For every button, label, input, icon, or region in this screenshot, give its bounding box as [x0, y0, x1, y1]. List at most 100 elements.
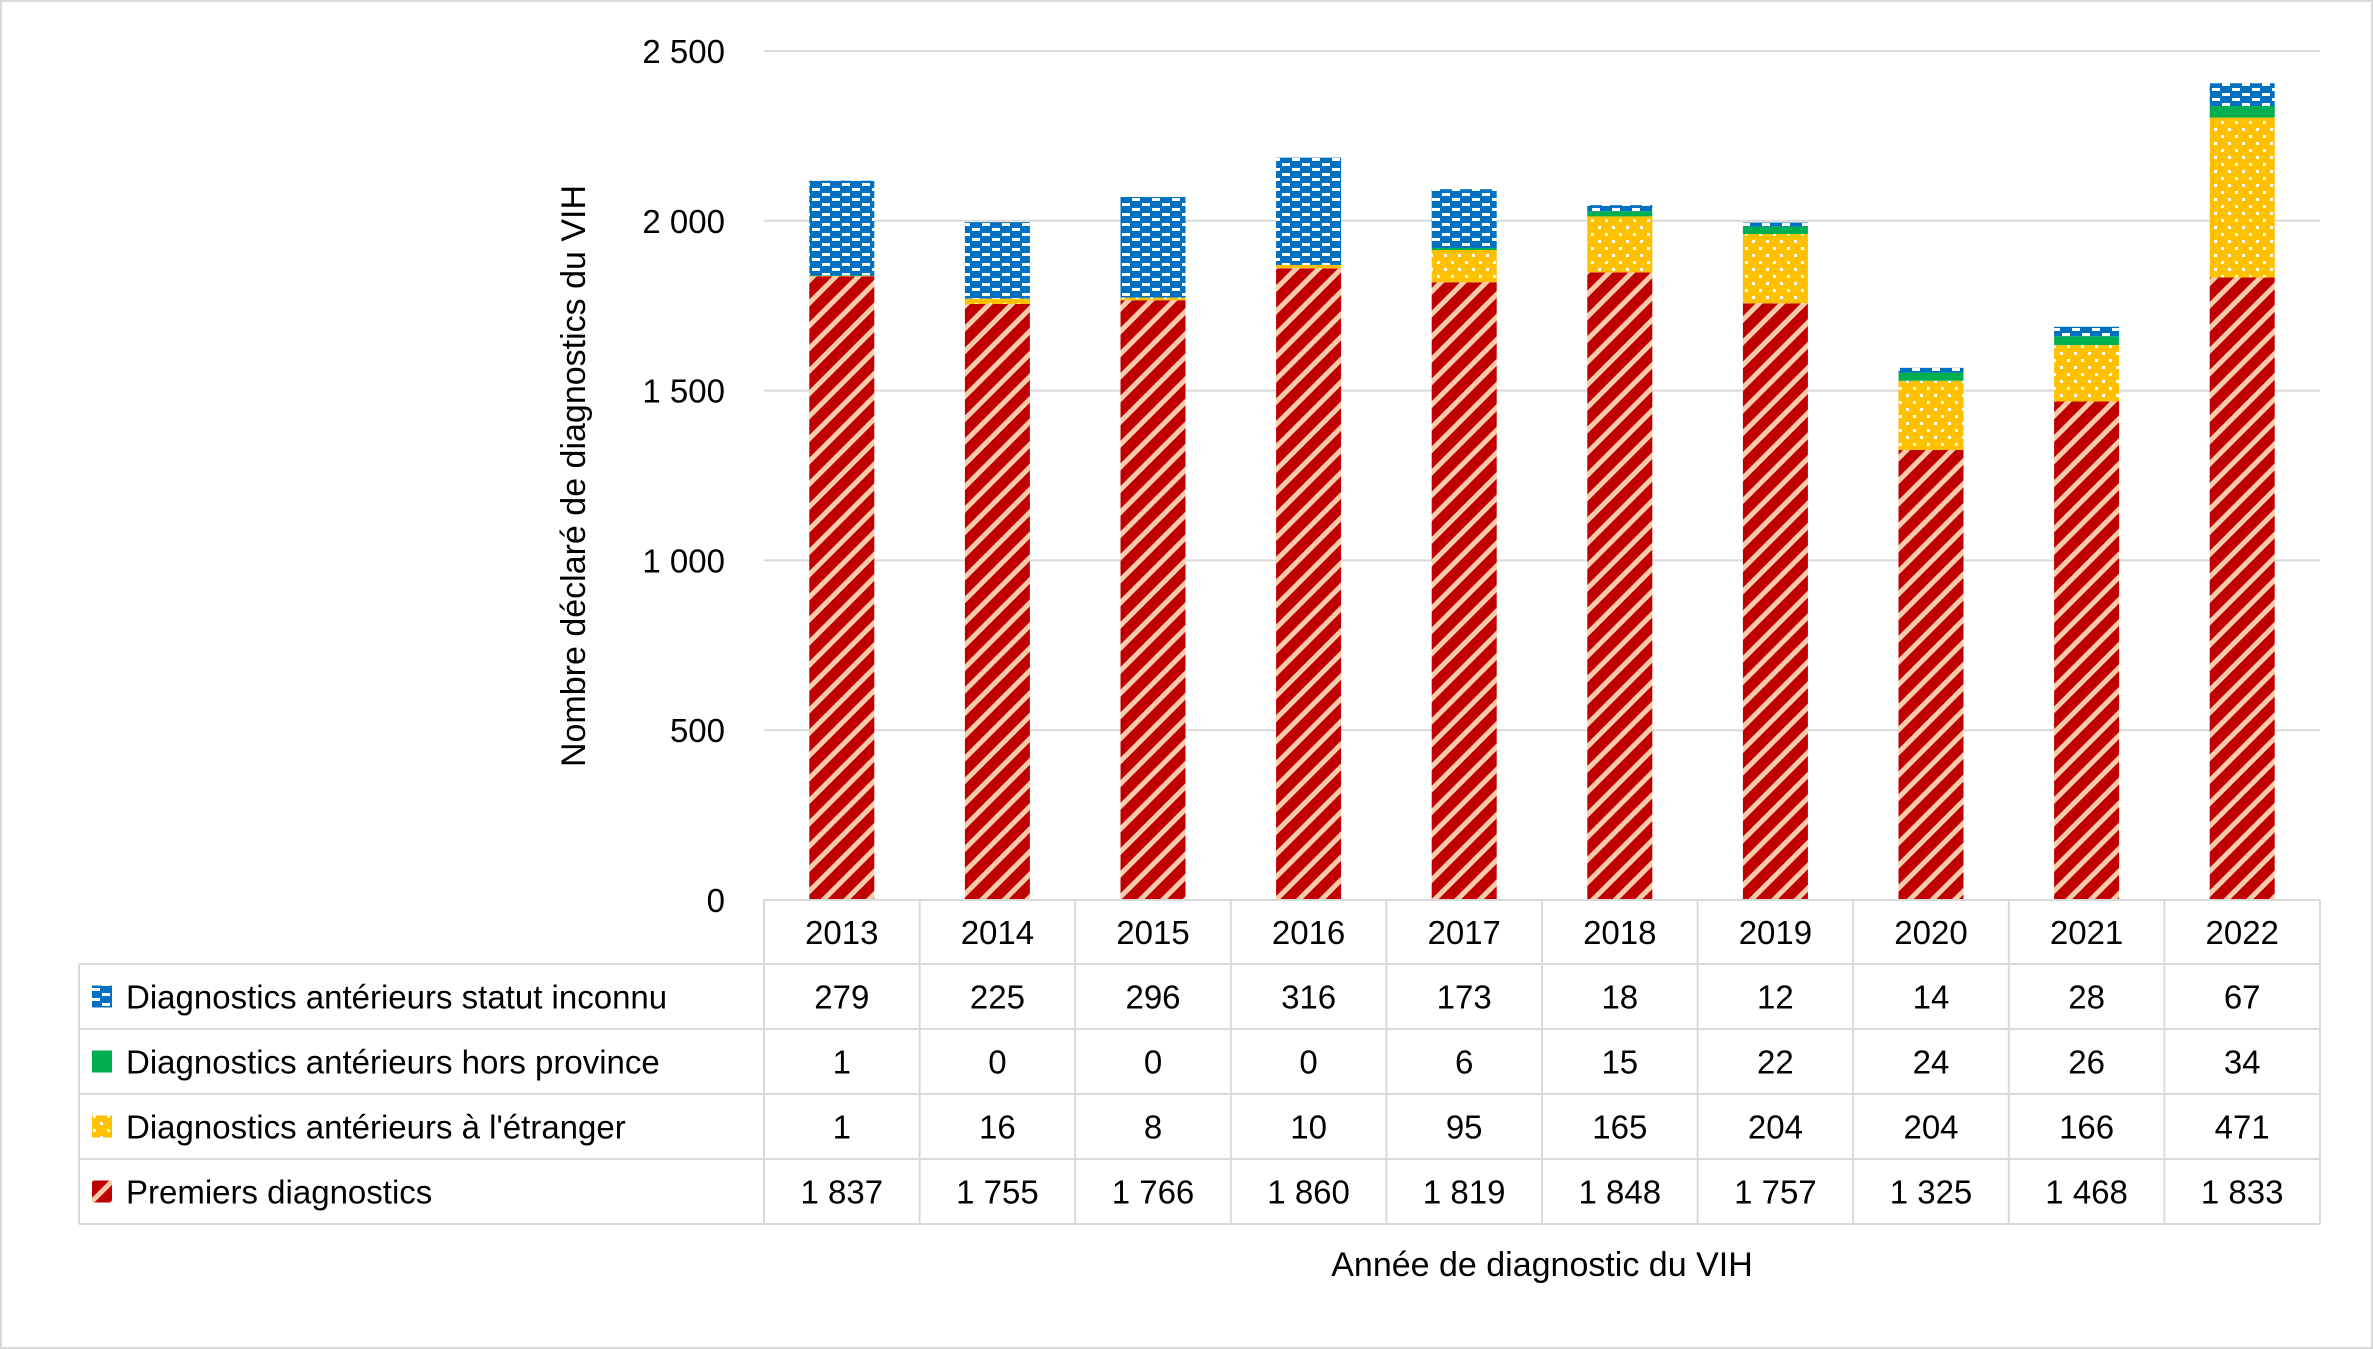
bar-segment: [1898, 380, 1964, 451]
table-cell-value: 1: [833, 1109, 851, 1146]
table-cell-value: 28: [2068, 979, 2105, 1016]
legend-key-icon: [92, 1180, 112, 1203]
bar-segment: [1431, 250, 1497, 283]
table-cell-value: 15: [1601, 1044, 1638, 1081]
bar-segment: [2209, 106, 2275, 118]
bar-segment: [1587, 216, 1653, 273]
y-tick-label: 1 000: [642, 542, 725, 579]
bar-segment: [1898, 367, 1964, 373]
x-tick-label: 2019: [1739, 914, 1812, 951]
table-cell-value: 1 755: [956, 1174, 1039, 1211]
bar-segment: [1587, 205, 1653, 212]
table-cell-value: 22: [1757, 1044, 1794, 1081]
x-tick-label: 2018: [1583, 914, 1656, 951]
bar-segment: [2209, 117, 2275, 278]
bar-segment: [964, 222, 1030, 299]
y-tick-label: 1 500: [642, 373, 725, 410]
bar-segment: [1276, 268, 1342, 900]
data-table: 2013 2014 2015 2016 2017 2018 2019 2020 2021 2022…: [78, 899, 2321, 1225]
table-cell-value: 1 766: [1112, 1174, 1195, 1211]
bar-segment: [1742, 303, 1808, 900]
x-tick-label: 2016: [1272, 914, 1345, 951]
table-cell-value: 0: [988, 1044, 1006, 1081]
table-cell-value: 16: [979, 1109, 1016, 1146]
bar-segment: [1120, 197, 1186, 298]
table-cell-value: 1 860: [1267, 1174, 1350, 1211]
table-cell-value: 204: [1903, 1109, 1958, 1146]
bar-segment: [1431, 282, 1497, 901]
bar-segment: [2054, 401, 2120, 900]
table-cell-value: 1 848: [1579, 1174, 1662, 1211]
bar-segment: [809, 275, 875, 276]
table-cell-value: 6: [1455, 1044, 1473, 1081]
x-tick-label: 2014: [961, 914, 1034, 951]
table-cell-value: 296: [1125, 979, 1180, 1016]
table-cell-value: 10: [1290, 1109, 1327, 1146]
bar-segment: [1742, 222, 1808, 227]
table-cell-value: 225: [970, 979, 1025, 1016]
bar-segment: [1276, 264, 1342, 269]
x-tick-label: 2021: [2050, 914, 2123, 951]
bar-segment: [2054, 336, 2120, 346]
bar-segment: [1120, 297, 1186, 301]
bar-segment: [964, 304, 1030, 900]
x-tick-label: 2017: [1427, 914, 1500, 951]
bars: [809, 83, 2275, 901]
legend-label: Diagnostics antérieurs à l'étranger: [126, 1109, 626, 1146]
table-cell-value: 1 837: [801, 1174, 884, 1211]
table-cell-value: 0: [1299, 1044, 1317, 1081]
table-cell-value: 471: [2215, 1109, 2270, 1146]
bar-segment: [809, 275, 875, 277]
legend-label: Diagnostics antérieurs statut inconnu: [126, 979, 667, 1016]
table-cell-value: 34: [2224, 1044, 2261, 1081]
x-tick-label: 2015: [1116, 914, 1189, 951]
table-cell-value: 24: [1913, 1044, 1950, 1081]
table-cell-value: 0: [1144, 1044, 1162, 1081]
table-cell-value: 14: [1913, 979, 1950, 1016]
bar-segment: [1898, 372, 1964, 381]
table-cell-value: 1 757: [1734, 1174, 1817, 1211]
table-cell-value: 1: [833, 1044, 851, 1081]
legend-label: Diagnostics antérieurs hors province: [126, 1044, 660, 1081]
bar-segment: [2209, 83, 2275, 107]
table-cell-value: 95: [1446, 1109, 1483, 1146]
bar-segment: [1742, 234, 1808, 304]
y-axis-ticks: 0 500 1 000 1 500 2 000 2 500: [642, 33, 725, 919]
bar-segment: [1587, 272, 1653, 900]
x-tick-label: 2013: [805, 914, 878, 951]
bar-segment: [1276, 157, 1342, 265]
legend-key-icon: [92, 985, 112, 1008]
bar-segment: [2054, 345, 2120, 402]
table-cell-value: 165: [1592, 1109, 1647, 1146]
x-tick-label: 2022: [2205, 914, 2278, 951]
table-cell-value: 67: [2224, 979, 2261, 1016]
y-tick-label: 2 000: [642, 203, 725, 240]
legend-key-icon: [92, 1050, 112, 1073]
table-cell-value: 204: [1748, 1109, 1803, 1146]
bar-segment: [1431, 247, 1497, 251]
table-cell-value: 1 819: [1423, 1174, 1506, 1211]
y-tick-label: 2 500: [642, 33, 725, 70]
bar-segment: [2054, 326, 2120, 337]
bar-segment: [2209, 277, 2275, 901]
table-cell-value: 279: [814, 979, 869, 1016]
bar-segment: [1431, 189, 1497, 248]
bar-segment: [809, 276, 875, 900]
legend-label: Premiers diagnostics: [126, 1174, 432, 1211]
table-cell-value: 18: [1601, 979, 1638, 1016]
bar-segment: [809, 180, 875, 276]
bar-segment: [1898, 450, 1964, 900]
bar-segment: [1120, 300, 1186, 901]
table-cell-value: 1 833: [2201, 1174, 2284, 1211]
y-tick-label: 500: [670, 712, 725, 749]
table-cell-value: 1 325: [1890, 1174, 1973, 1211]
x-tick-label: 2020: [1894, 914, 1967, 951]
x-axis-label: Année de diagnostic du VIH: [1331, 1246, 1753, 1284]
table-cell-value: 8: [1144, 1109, 1162, 1146]
table-cell-value: 1 468: [2045, 1174, 2128, 1211]
table-cell-value: 166: [2059, 1109, 2114, 1146]
table-cell-value: 316: [1281, 979, 1336, 1016]
y-axis-label: Nombre déclaré de diagnostics du VIH: [555, 185, 593, 767]
